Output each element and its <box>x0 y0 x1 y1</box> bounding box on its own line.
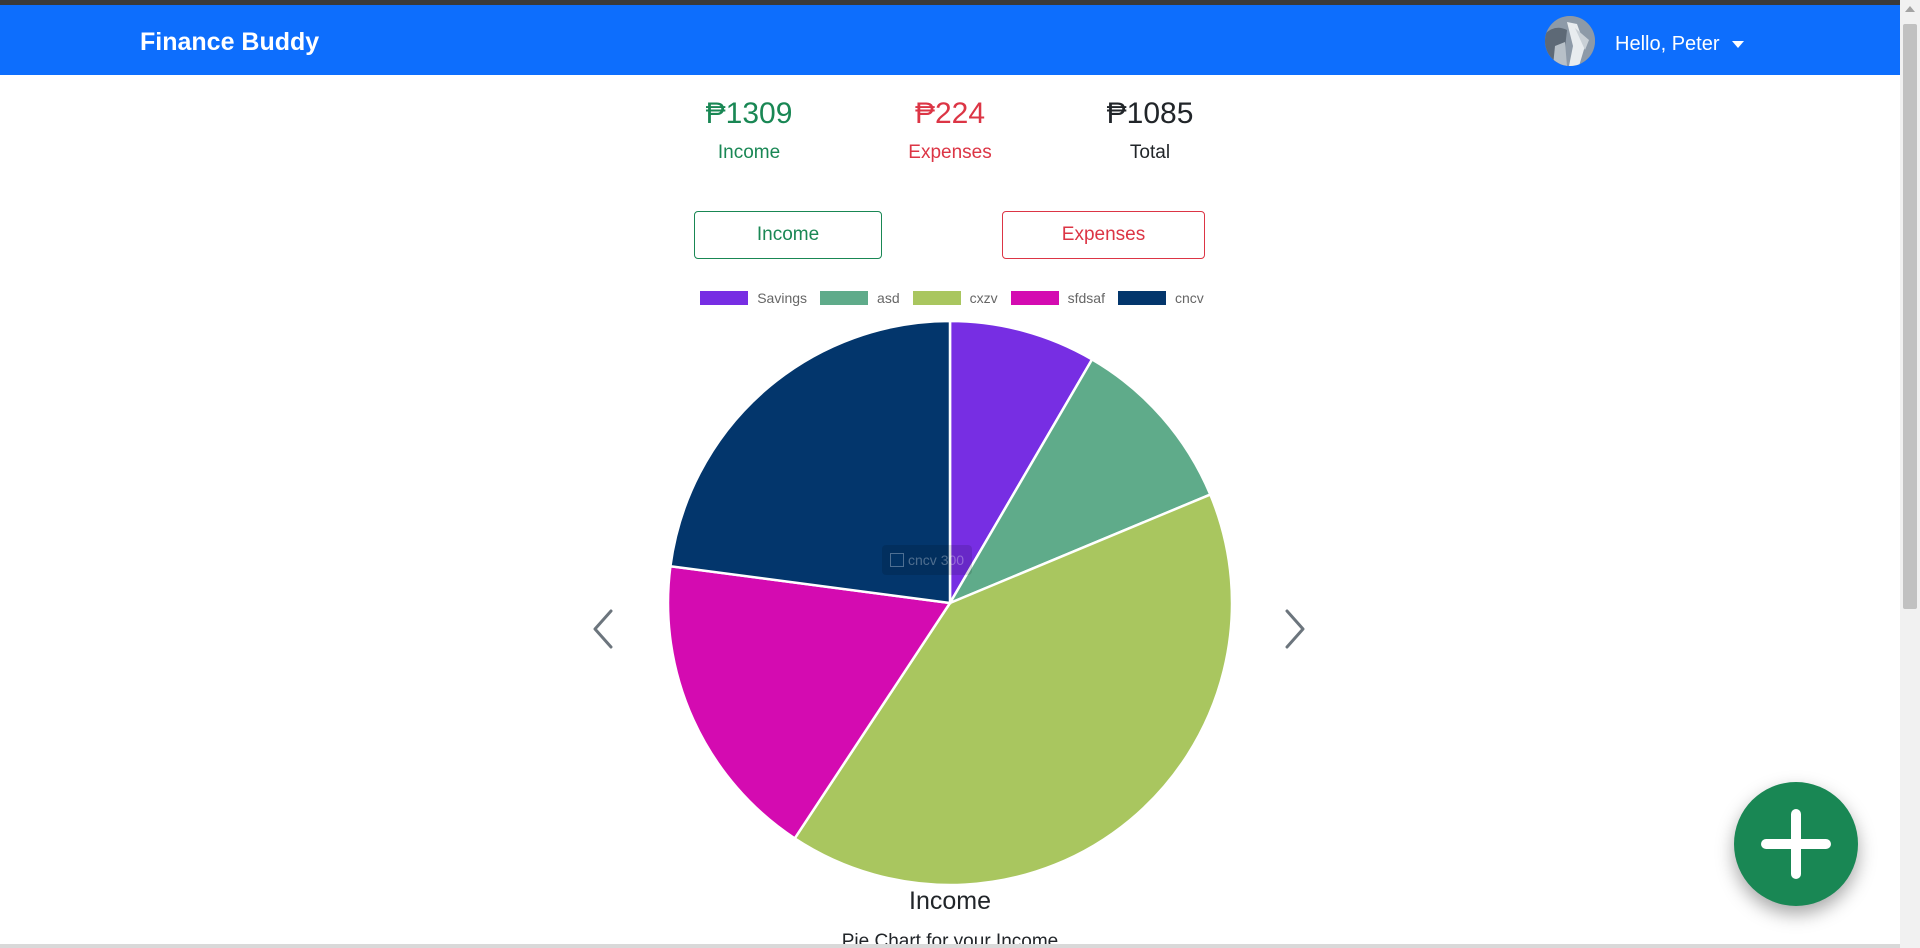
legend-label: asd <box>877 290 900 306</box>
caret-down-icon <box>1731 40 1744 48</box>
expenses-summary: ₱224 Expenses <box>850 95 1050 165</box>
bottom-edge <box>0 944 1900 948</box>
tooltip-value: 300 <box>940 552 965 568</box>
vertical-scrollbar[interactable] <box>1900 0 1920 948</box>
chevron-left-icon <box>593 609 613 649</box>
carousel-prev-button[interactable] <box>585 605 625 653</box>
pie-slice-cxzv[interactable] <box>792 492 1234 887</box>
pie-slice-sfdsaf[interactable] <box>666 564 953 841</box>
scrollbar-thumb[interactable] <box>1903 24 1917 609</box>
legend-item[interactable]: asd <box>820 290 900 306</box>
user-greeting: Hello, Peter <box>1615 32 1720 55</box>
legend-swatch <box>820 291 869 305</box>
chart-legend: Savings asd cxzv sfdsaf cncv <box>692 288 1212 308</box>
legend-swatch <box>1010 291 1059 305</box>
plus-icon <box>1761 809 1831 879</box>
pie-slice-cncv[interactable] <box>669 319 952 605</box>
pie-slice-asd[interactable] <box>947 357 1212 606</box>
legend-label: cxzv <box>969 290 998 306</box>
legend-item[interactable]: sfdsaf <box>1010 290 1105 306</box>
legend-swatch <box>912 291 961 305</box>
tooltip-label: cncv <box>908 552 937 568</box>
chart-caption-title: Income <box>909 887 991 915</box>
total-label: Total <box>1129 142 1171 163</box>
total-summary: ₱1085 Total <box>1050 95 1250 165</box>
user-dropdown-toggle[interactable]: Hello, Peter <box>1615 29 1744 59</box>
legend-item[interactable]: cxzv <box>912 290 998 306</box>
expenses-amount: ₱224 <box>914 97 986 130</box>
expenses-toggle-button[interactable]: Expenses <box>1002 211 1205 259</box>
tooltip-swatch <box>890 553 904 567</box>
brand-link[interactable]: Finance Buddy <box>140 28 320 56</box>
income-label: Income <box>717 142 781 163</box>
avatar[interactable] <box>1545 16 1595 66</box>
scroll-up-arrow-icon[interactable] <box>1905 6 1915 12</box>
total-amount: ₱1085 <box>1106 97 1194 130</box>
legend-item[interactable]: Savings <box>700 290 807 306</box>
chevron-right-icon <box>1285 609 1305 649</box>
carousel-next-button[interactable] <box>1273 605 1313 653</box>
add-transaction-button[interactable] <box>1734 782 1858 906</box>
income-amount: ₱1309 <box>705 97 793 130</box>
chart-caption-text: Pie Chart for your Income <box>841 931 1059 948</box>
navbar: Finance Buddy Hello, Peter <box>0 5 1900 75</box>
legend-label: cncv <box>1174 290 1204 306</box>
chart-tooltip: cncv 300 <box>882 545 973 575</box>
income-summary: ₱1309 Income <box>649 95 849 165</box>
legend-swatch <box>700 291 749 305</box>
window-top-strip <box>0 0 1900 5</box>
legend-item[interactable]: cncv <box>1117 290 1204 306</box>
avatar-image <box>1545 16 1595 66</box>
legend-label: sfdsaf <box>1067 290 1105 306</box>
expenses-label: Expenses <box>908 142 992 163</box>
income-toggle-button[interactable]: Income <box>694 211 882 259</box>
legend-swatch <box>1117 291 1166 305</box>
legend-label: Savings <box>757 290 808 306</box>
income-pie-chart[interactable] <box>665 318 1235 888</box>
pie-slice-Savings[interactable] <box>948 319 1094 608</box>
